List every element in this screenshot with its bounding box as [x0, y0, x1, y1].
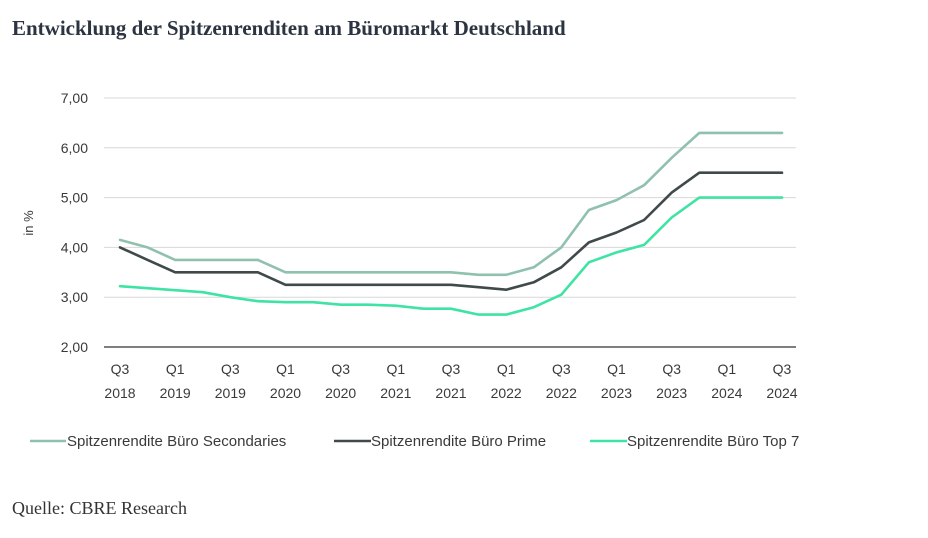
series-line-secondaries	[118, 131, 784, 277]
x-tick-quarter: Q3	[221, 361, 240, 377]
x-tick-year: 2021	[435, 385, 466, 401]
y-tick-label: 2,00	[61, 339, 88, 355]
x-tick-year: 2023	[656, 385, 687, 401]
x-tick-quarter: Q1	[497, 361, 516, 377]
x-tick-label: Q1 2023	[601, 361, 632, 401]
x-tick-quarter: Q1	[386, 361, 405, 377]
y-tick-label: 7,00	[61, 90, 88, 106]
x-tick-quarter: Q3	[662, 361, 681, 377]
x-tick-year: 2020	[270, 385, 301, 401]
series-line-prime	[118, 171, 784, 292]
legend-item-prime: Spitzenrendite Büro Prime	[334, 433, 546, 450]
x-tick-label: Q1 2024	[711, 361, 742, 401]
legend-label: Spitzenrendite Büro Top 7	[627, 433, 799, 450]
x-tick-quarter: Q3	[331, 361, 350, 377]
x-tick-year: 2022	[491, 385, 522, 401]
x-tick-quarter: Q3	[552, 361, 571, 377]
x-tick-label: Q3 2020	[325, 361, 356, 401]
y-tick-label: 5,00	[61, 190, 88, 206]
x-tick-year: 2023	[601, 385, 632, 401]
x-tick-label: Q1 2019	[160, 361, 191, 401]
x-tick-year: 2019	[215, 385, 246, 401]
x-tick-label: Q3 2019	[215, 361, 246, 401]
chart-title: Entwicklung der Spitzenrenditen am Bürom…	[12, 16, 566, 40]
x-tick-label: Q3 2022	[546, 361, 577, 401]
x-tick-label: Q1 2020	[270, 361, 301, 401]
x-tick-label: Q3 2024	[766, 361, 797, 401]
x-tick-quarter: Q1	[717, 361, 736, 377]
x-tick-quarter: Q1	[276, 361, 295, 377]
y-tick-label: 6,00	[61, 140, 88, 156]
x-tick-label: Q3 2021	[435, 361, 466, 401]
y-tick-label: 3,00	[61, 289, 88, 305]
series-line-top7	[118, 196, 784, 316]
x-tick-year: 2022	[546, 385, 577, 401]
legend-label: Spitzenrendite Büro Prime	[371, 433, 546, 450]
x-tick-year: 2021	[380, 385, 411, 401]
x-tick-label: Q1 2021	[380, 361, 411, 401]
x-tick-year: 2024	[766, 385, 797, 401]
source-note: Quelle: CBRE Research	[12, 498, 187, 518]
x-tick-quarter: Q3	[442, 361, 461, 377]
y-tick-label: 4,00	[61, 239, 88, 255]
x-tick-year: 2024	[711, 385, 742, 401]
grid-lines	[104, 97, 796, 348]
x-tick-label: Q1 2022	[491, 361, 522, 401]
y-axis-tick-labels: 2,00 3,00 4,00 5,00 6,00 7,00	[61, 90, 88, 355]
x-tick-year: 2019	[160, 385, 191, 401]
x-axis-tick-labels: Q3 2018 Q1 2019 Q3 2019 Q1 2020 Q3 2020 Q1 2021 Q3 20…	[104, 361, 797, 401]
x-tick-quarter: Q3	[773, 361, 792, 377]
legend-item-secondaries: Spitzenrendite Büro Secondaries	[30, 433, 286, 450]
legend-item-top7: Spitzenrendite Büro Top 7	[590, 433, 799, 450]
series-lines	[118, 131, 784, 316]
x-tick-label: Q3 2023	[656, 361, 687, 401]
legend-label: Spitzenrendite Büro Secondaries	[67, 433, 286, 450]
y-axis-label: in %	[21, 210, 36, 236]
x-tick-quarter: Q1	[166, 361, 185, 377]
x-tick-quarter: Q1	[607, 361, 626, 377]
x-tick-quarter: Q3	[111, 361, 130, 377]
legend: Spitzenrendite Büro Secondaries Spitzenre…	[30, 433, 799, 450]
x-tick-year: 2020	[325, 385, 356, 401]
x-tick-label: Q3 2018	[104, 361, 135, 401]
x-tick-year: 2018	[104, 385, 135, 401]
